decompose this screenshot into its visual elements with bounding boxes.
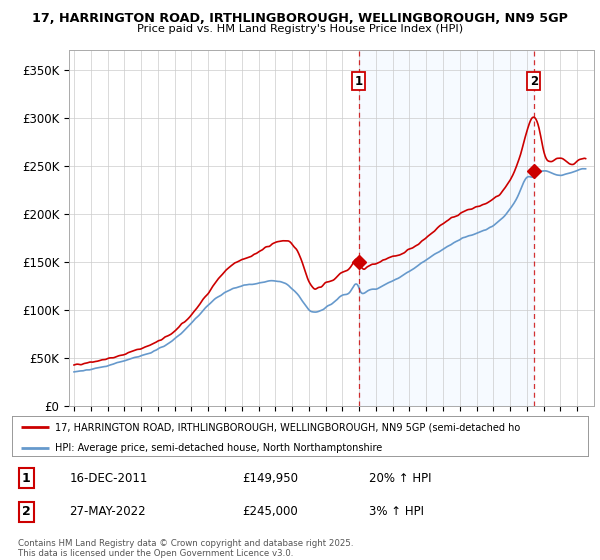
Text: 17, HARRINGTON ROAD, IRTHLINGBOROUGH, WELLINGBOROUGH, NN9 5GP: 17, HARRINGTON ROAD, IRTHLINGBOROUGH, WE… [32,12,568,25]
Text: 20% ↑ HPI: 20% ↑ HPI [369,472,431,485]
Text: 27-MAY-2022: 27-MAY-2022 [70,505,146,518]
Text: £149,950: £149,950 [242,472,298,485]
Text: £245,000: £245,000 [242,505,298,518]
Text: 3% ↑ HPI: 3% ↑ HPI [369,505,424,518]
Text: 17, HARRINGTON ROAD, IRTHLINGBOROUGH, WELLINGBOROUGH, NN9 5GP (semi-detached ho: 17, HARRINGTON ROAD, IRTHLINGBOROUGH, WE… [55,422,520,432]
Text: 2: 2 [22,505,31,518]
Bar [359,50,534,406]
Text: 1: 1 [355,74,362,88]
Text: Contains HM Land Registry data © Crown copyright and database right 2025.
This d: Contains HM Land Registry data © Crown c… [18,539,353,558]
Text: Price paid vs. HM Land Registry's House Price Index (HPI): Price paid vs. HM Land Registry's House … [137,24,463,34]
Text: HPI: Average price, semi-detached house, North Northamptonshire: HPI: Average price, semi-detached house,… [55,442,382,452]
Text: 2: 2 [530,74,538,88]
Text: 16-DEC-2011: 16-DEC-2011 [70,472,148,485]
Text: 1: 1 [22,472,31,485]
